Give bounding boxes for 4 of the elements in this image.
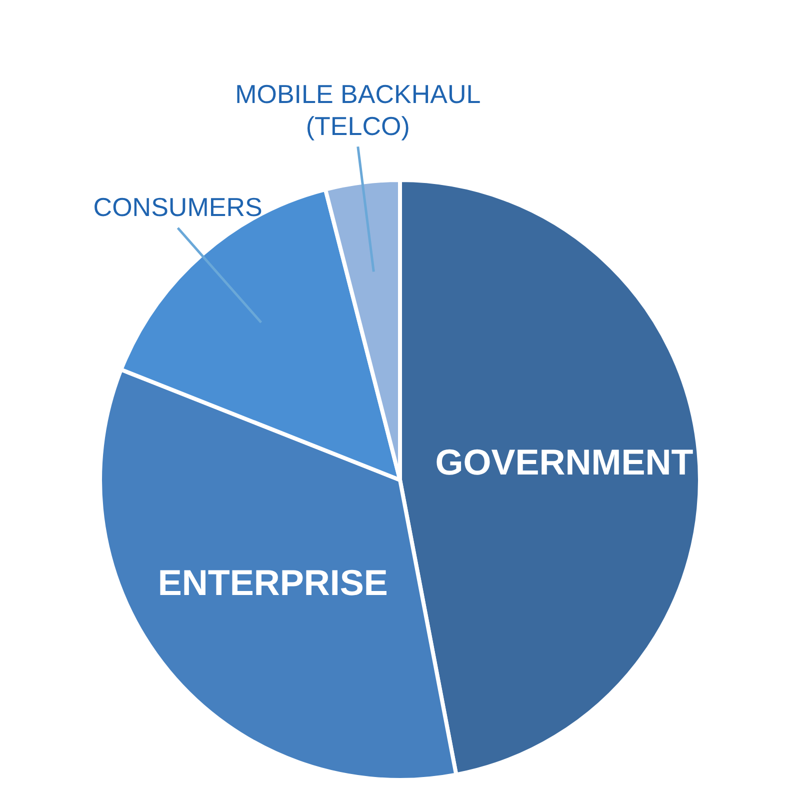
slice-label: ENTERPRISE [158,562,388,604]
slice-label: CONSUMERS [93,192,262,222]
slice-label: MOBILE BACKHAUL (TELCO) [235,78,481,141]
slice-label: GOVERNMENT [435,441,694,482]
